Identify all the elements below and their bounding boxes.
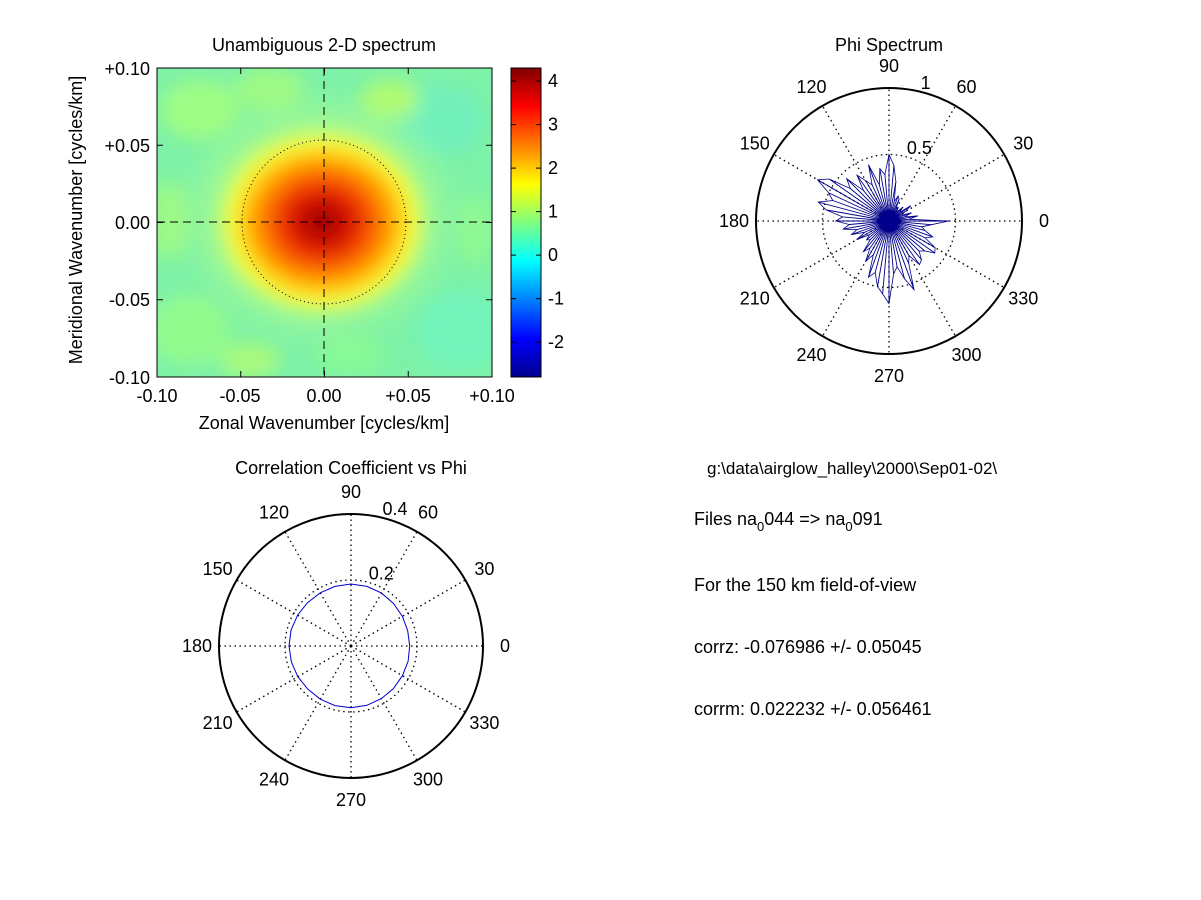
heatmap-ylabel: Meridional Wavenumber [cycles/km]	[66, 76, 86, 364]
polar-angle-label: 330	[1008, 289, 1038, 309]
heatmap-xtick-label: +0.10	[469, 386, 515, 406]
files-mid: 044 => na	[764, 509, 846, 529]
files-sub-2: 0	[845, 519, 852, 534]
info-corrz: corrz: -0.076986 +/- 0.05045	[694, 637, 922, 657]
polar-spoke	[236, 579, 352, 647]
colorbar-tick-label: 3	[548, 115, 558, 135]
phi-spectrum-line	[816, 153, 949, 305]
polar-angle-label: 300	[951, 345, 981, 365]
polar-angle-label: 30	[474, 559, 494, 579]
info-corrm: corrm: 0.022232 +/- 0.056461	[694, 699, 932, 719]
heatmap-panel: Unambiguous 2-D spectrum	[66, 35, 564, 433]
polar-spoke	[888, 105, 957, 222]
colorbar-tick-label: 0	[548, 245, 558, 265]
polar-spoke	[284, 645, 352, 761]
polar-outer-circle	[755, 87, 1023, 355]
heatmap-ytick-label: -0.10	[109, 368, 150, 388]
correlation-series	[288, 583, 411, 709]
polar-spoke	[888, 220, 1005, 289]
polar-radial-label: 0.2	[369, 563, 394, 583]
heatmap-ytick-label: +0.10	[104, 59, 150, 79]
colorbar-tick-label: -2	[548, 332, 564, 352]
polar-angle-label: 90	[879, 56, 899, 76]
files-sub-1: 0	[757, 519, 764, 534]
polar-spoke	[821, 220, 890, 337]
polar-radial-label: 0.4	[382, 499, 407, 519]
info-panel: g:\data\airglow_halley\2000\Sep01-02\ Fi…	[694, 459, 997, 719]
polar-spoke	[236, 645, 352, 713]
colorbar-tick-label: -1	[548, 289, 564, 309]
polar-spoke	[350, 645, 418, 761]
polar-angle-label: 0	[1039, 211, 1049, 231]
polar-angle-label: 210	[203, 713, 233, 733]
colorbar	[510, 67, 542, 378]
polar-radial-label: 1	[921, 73, 931, 93]
heatmap-xtick-label: +0.05	[385, 386, 431, 406]
polar-spoke	[350, 645, 466, 713]
colorbar-tick-label: 2	[548, 158, 558, 178]
polar-angle-label: 30	[1013, 134, 1033, 154]
polar-angle-label: 60	[956, 77, 976, 97]
polar-angle-label: 300	[413, 769, 443, 789]
heatmap-title: Unambiguous 2-D spectrum	[212, 35, 436, 55]
polar-angle-label: 150	[203, 559, 233, 579]
colorbar-ticks: 4 3 2 1 0 -1 -2	[511, 71, 564, 352]
phi-spectrum-spikes	[817, 154, 949, 304]
heatmap-ytick-label: +0.05	[104, 136, 150, 156]
correlation-title: Correlation Coefficient vs Phi	[235, 458, 467, 478]
heatmap-ytick-label: -0.05	[109, 290, 150, 310]
heatmap-xlabel: Zonal Wavenumber [cycles/km]	[199, 413, 449, 433]
heatmap-yticks	[157, 67, 492, 378]
polar-angle-label: 240	[259, 769, 289, 789]
polar-spoke	[821, 105, 890, 222]
heatmap-ytick-label: 0.00	[115, 213, 150, 233]
polar-ring	[821, 153, 957, 289]
phi-spectrum-series	[816, 153, 949, 305]
polar-angle-label: 240	[796, 345, 826, 365]
polar-angle-label: 210	[740, 289, 770, 309]
files-end: 091	[853, 509, 883, 529]
colorbar-tick-label: 4	[548, 71, 558, 91]
polar-spoke	[888, 153, 1005, 222]
polar-angle-label: 270	[874, 366, 904, 386]
polar-angle-label: 60	[418, 503, 438, 523]
heatmap-peak	[217, 130, 427, 314]
polar-angle-label: 90	[341, 482, 361, 502]
polar-angle-label: 180	[719, 211, 749, 231]
polar-angle-label: 180	[182, 636, 212, 656]
info-path: g:\data\airglow_halley\2000\Sep01-02\	[707, 459, 997, 478]
correlation-grid: 0.2 0.4 0 30 60 90 120 150 180 210 240 270 300 330	[182, 482, 510, 810]
phi-spectrum-title: Phi Spectrum	[835, 35, 943, 55]
heatmap-xticks	[156, 68, 493, 377]
polar-angle-label: 330	[469, 713, 499, 733]
polar-angle-label: 0	[500, 636, 510, 656]
files-prefix: Files na	[694, 509, 758, 529]
colorbar-tick-label: 1	[548, 202, 558, 222]
correlation-panel: Correlation Coefficient vs Phi 0.2 0.4 0 30…	[182, 458, 510, 810]
polar-angle-label: 150	[740, 134, 770, 154]
heatmap-xtick-label: -0.05	[219, 386, 260, 406]
heatmap-xtick-label: -0.10	[136, 386, 177, 406]
polar-angle-label: 120	[796, 77, 826, 97]
polar-ring	[284, 579, 418, 713]
polar-outer-circle	[218, 513, 484, 779]
polar-radial-label: 0.5	[907, 138, 932, 158]
polar-spoke	[773, 220, 890, 289]
correlation-line	[288, 583, 411, 709]
info-files: Files na0044 => na0091	[694, 509, 883, 534]
heatmap-xtick-label: 0.00	[306, 386, 341, 406]
polar-angle-label: 270	[336, 790, 366, 810]
polar-spoke	[888, 220, 957, 337]
phi-spectrum-panel: Phi Spectrum 0.5 1 0 30 60 90 120 150 180 210 240 2…	[719, 35, 1049, 386]
info-fov: For the 150 km field-of-view	[694, 575, 917, 595]
polar-spoke	[350, 579, 466, 647]
polar-angle-label: 120	[259, 503, 289, 523]
